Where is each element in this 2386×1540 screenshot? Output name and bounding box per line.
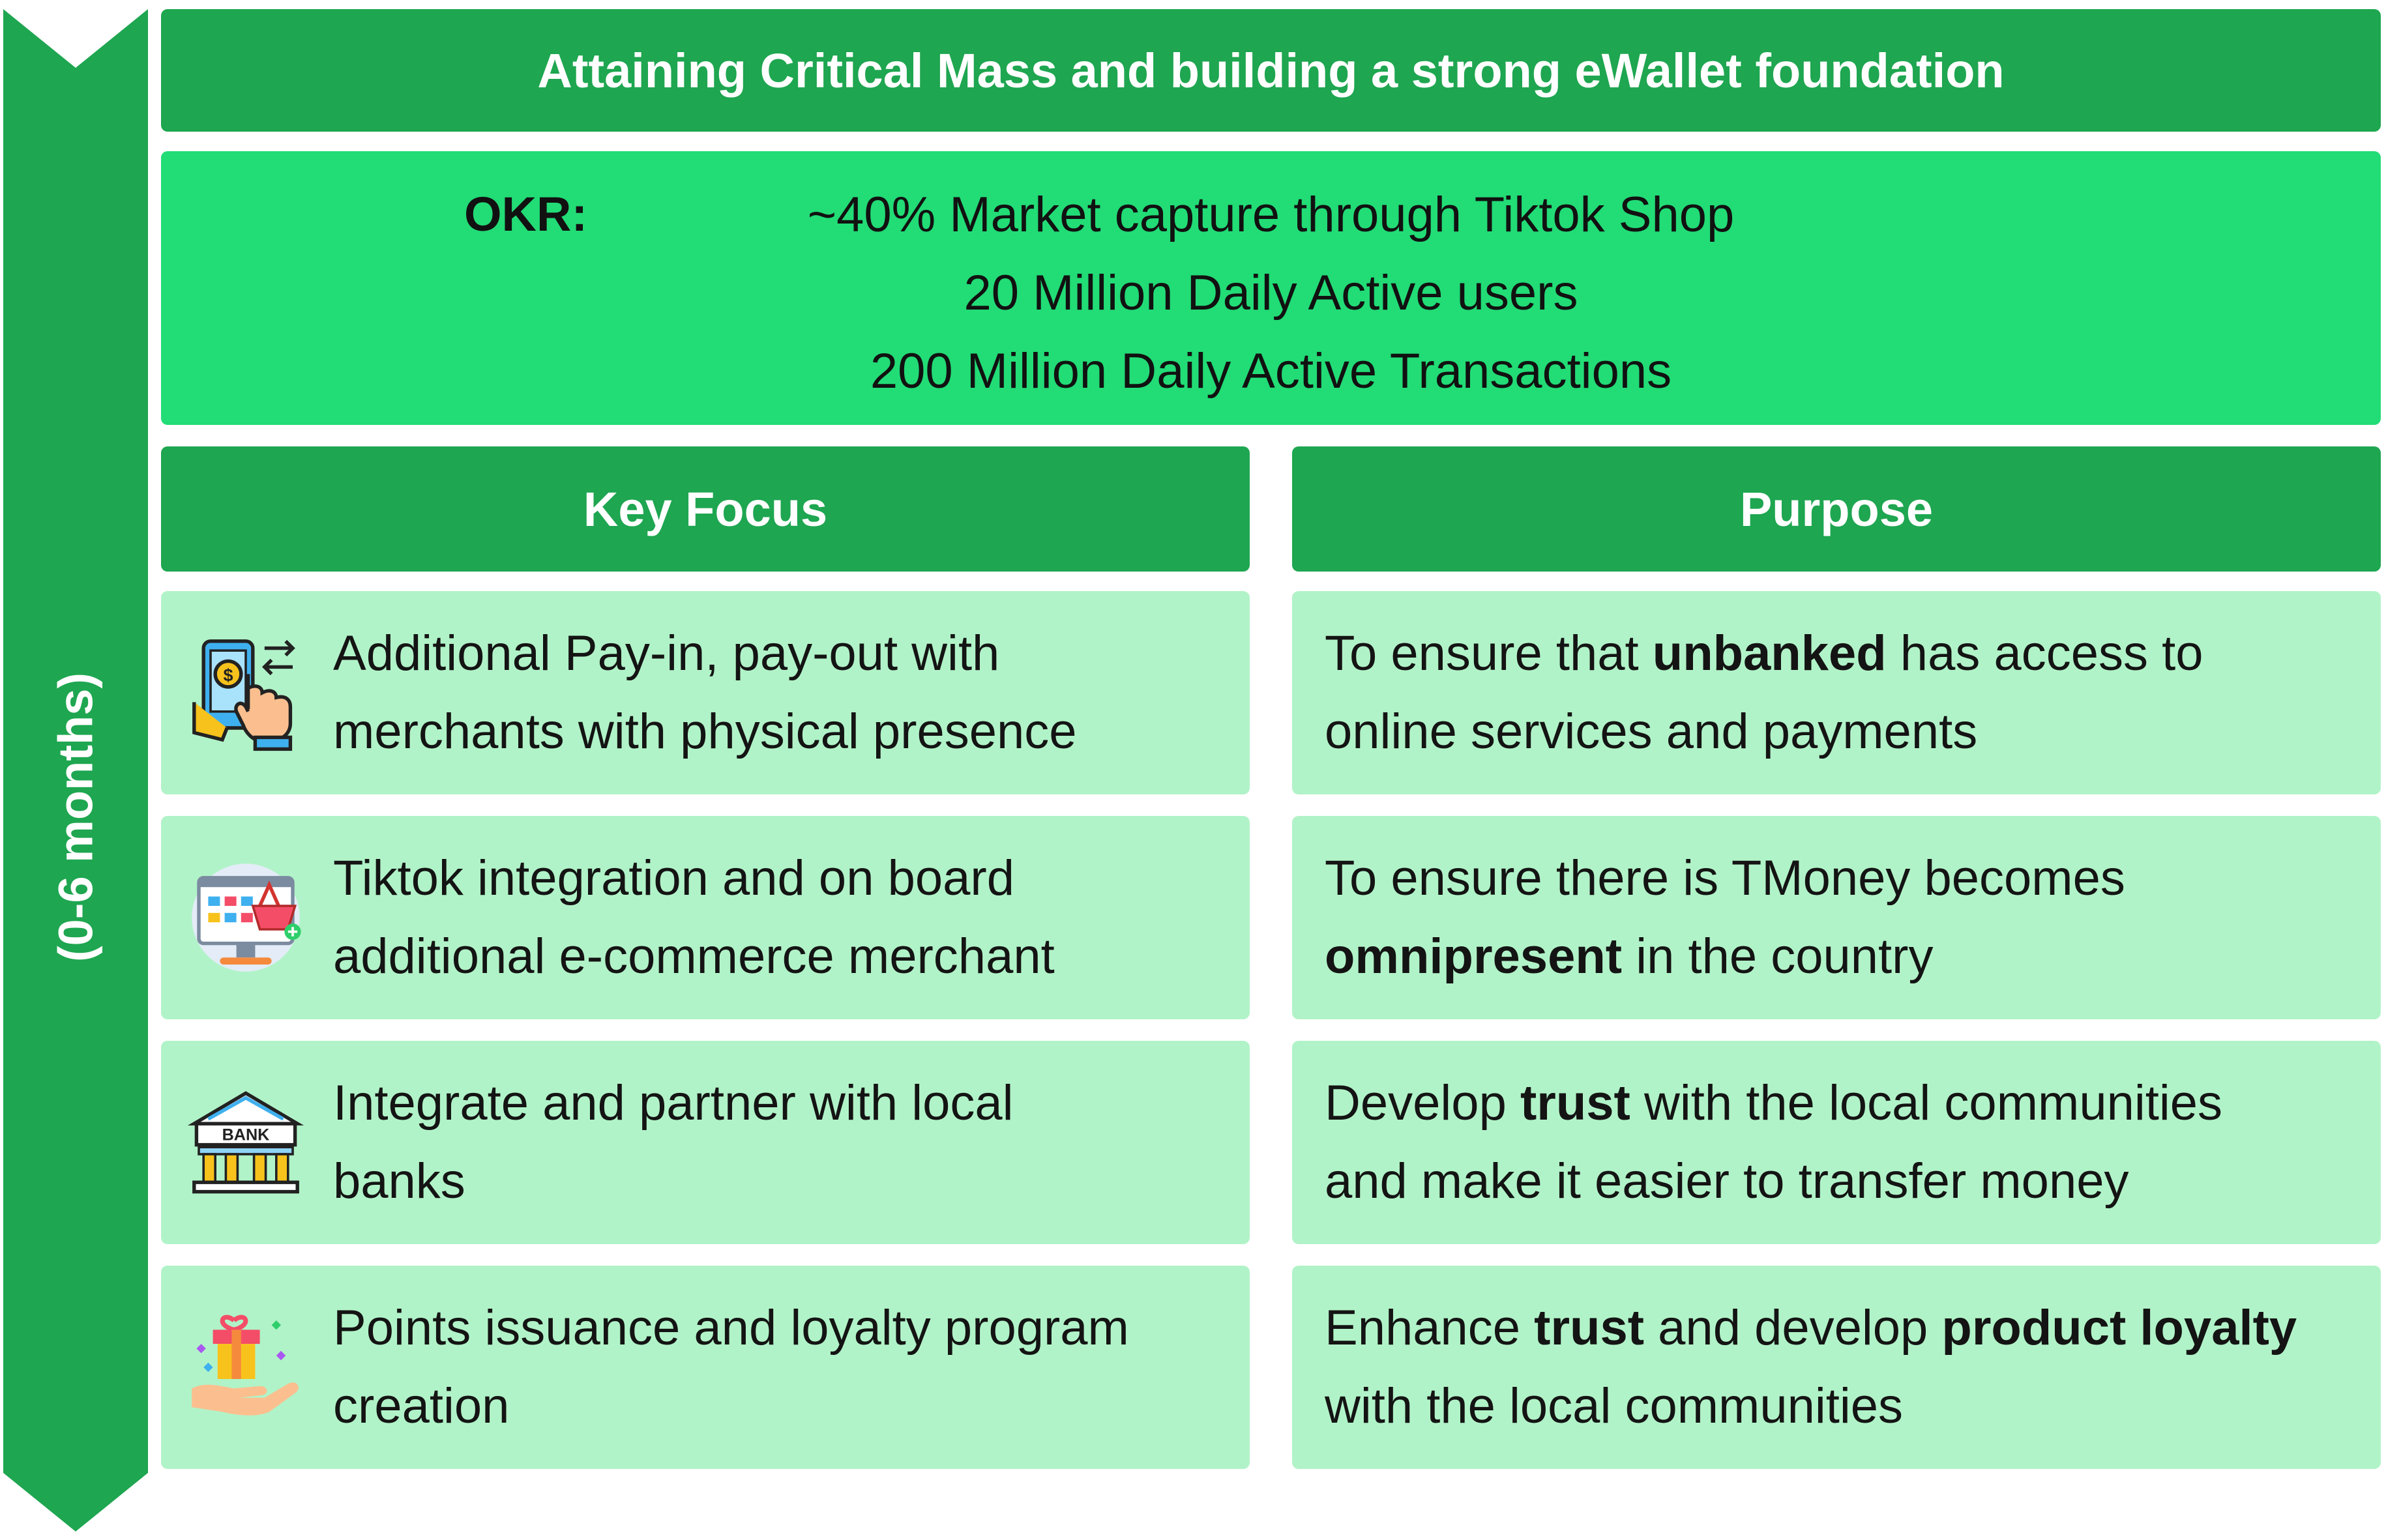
okr-panel: OKR: ~40% Market capture through Tiktok … xyxy=(161,151,2381,425)
purpose-text: in the country xyxy=(1622,929,1934,984)
purpose-text: Develop xyxy=(1325,1075,1520,1131)
page-title: Attaining Critical Mass and building a s… xyxy=(161,9,2381,132)
purpose-text: To ensure that xyxy=(1325,626,1653,681)
key-focus-header: Key Focus xyxy=(161,446,1250,572)
purpose-cell-4: Enhance trust and develop product loyalt… xyxy=(1292,1266,2381,1469)
timeline-arrow xyxy=(3,9,148,1532)
bank-icon: BANK xyxy=(187,1091,304,1194)
svg-text:$: $ xyxy=(223,665,233,685)
okr-line-2: 20 Million Daily Active users xyxy=(964,265,1578,321)
purpose-cell-2: To ensure there is TMoney becomes omnipr… xyxy=(1292,816,2381,1019)
ecommerce-monitor-icon xyxy=(192,864,301,972)
key-focus-cell-1: $ Additional Pay-in, pay-out with mercha… xyxy=(161,591,1250,794)
key-focus-text-2a: Tiktok integration and on board xyxy=(333,850,1014,906)
okr-label: OKR: xyxy=(464,187,588,241)
okr-line-3: 200 Million Daily Active Transactions xyxy=(870,343,1672,399)
key-focus-cell-4: Points issuance and loyalty program crea… xyxy=(161,1266,1250,1469)
purpose-text: with the local communities xyxy=(1630,1075,2222,1131)
purpose-header: Purpose xyxy=(1292,446,2381,572)
purpose-text: online services and payments xyxy=(1325,704,1978,759)
purpose-cell-3: Develop trust with the local communities… xyxy=(1292,1041,2381,1244)
gift-hand-icon xyxy=(192,1315,299,1416)
purpose-bold-text: trust xyxy=(1520,1075,1630,1131)
purpose-text: and develop xyxy=(1644,1300,1942,1356)
purpose-bold-text: trust xyxy=(1534,1300,1645,1356)
purpose-text: has access to xyxy=(1886,626,2203,681)
timeline-label: (0-6 months) xyxy=(48,673,103,962)
purpose-text: To ensure there is TMoney becomes xyxy=(1325,850,2125,906)
purpose-cell-1: To ensure that unbanked has access to on… xyxy=(1292,591,2381,794)
key-focus-text-1b: merchants with physical presence xyxy=(333,704,1077,759)
purpose-bold-text: omnipresent xyxy=(1325,929,1623,984)
key-focus-text-4a: Points issuance and loyalty program xyxy=(333,1300,1129,1356)
purpose-bold-text: product loyalty xyxy=(1941,1300,2297,1356)
bank-icon-text: BANK xyxy=(222,1126,270,1144)
purpose-bold-text: unbanked xyxy=(1652,626,1887,681)
purpose-text: with the local communities xyxy=(1325,1378,1904,1434)
key-focus-text-3a: Integrate and partner with local xyxy=(333,1075,1014,1131)
purpose-text: Enhance xyxy=(1325,1300,1535,1356)
purpose-text: and make it easier to transfer money xyxy=(1325,1154,2129,1209)
key-focus-text-4b: creation xyxy=(333,1378,510,1434)
key-focus-text-2b: additional e-commerce merchant xyxy=(333,929,1055,984)
key-focus-text-1a: Additional Pay-in, pay-out with xyxy=(333,626,1000,681)
okr-line-1: ~40% Market capture through Tiktok Shop xyxy=(807,187,1735,242)
key-focus-cell-2: Tiktok integration and on board addition… xyxy=(161,816,1250,1019)
key-focus-text-3b: banks xyxy=(333,1154,465,1209)
mobile-payment-icon: $ xyxy=(192,639,295,751)
key-focus-cell-3: BANK Integrate and partner with local ba… xyxy=(161,1041,1250,1244)
